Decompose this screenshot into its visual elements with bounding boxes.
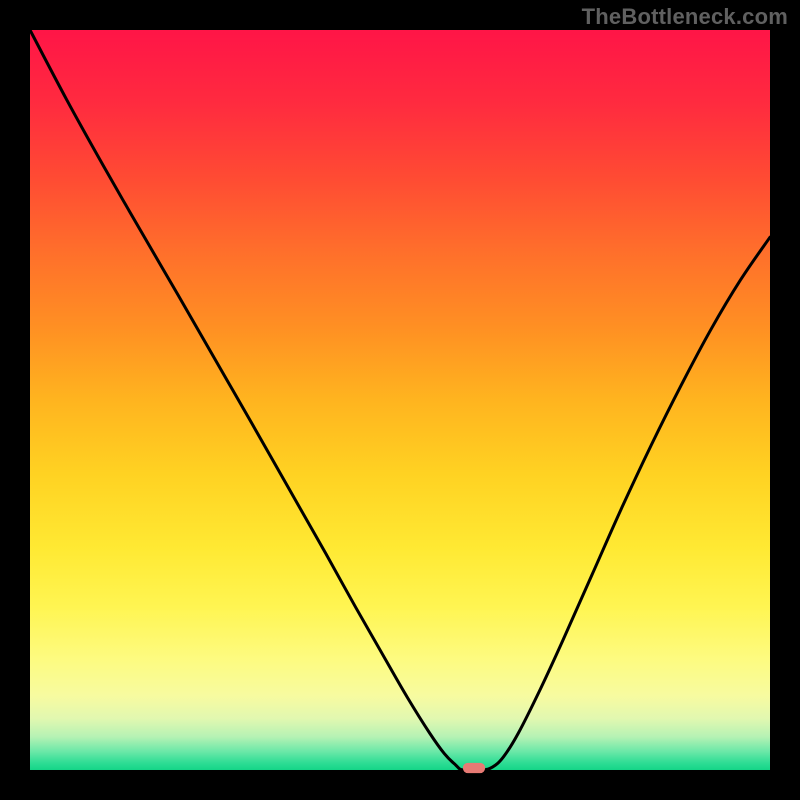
watermark-text: TheBottleneck.com (582, 4, 788, 30)
gradient-background (30, 30, 770, 770)
bottleneck-chart (0, 0, 800, 800)
optimal-marker (463, 763, 485, 773)
